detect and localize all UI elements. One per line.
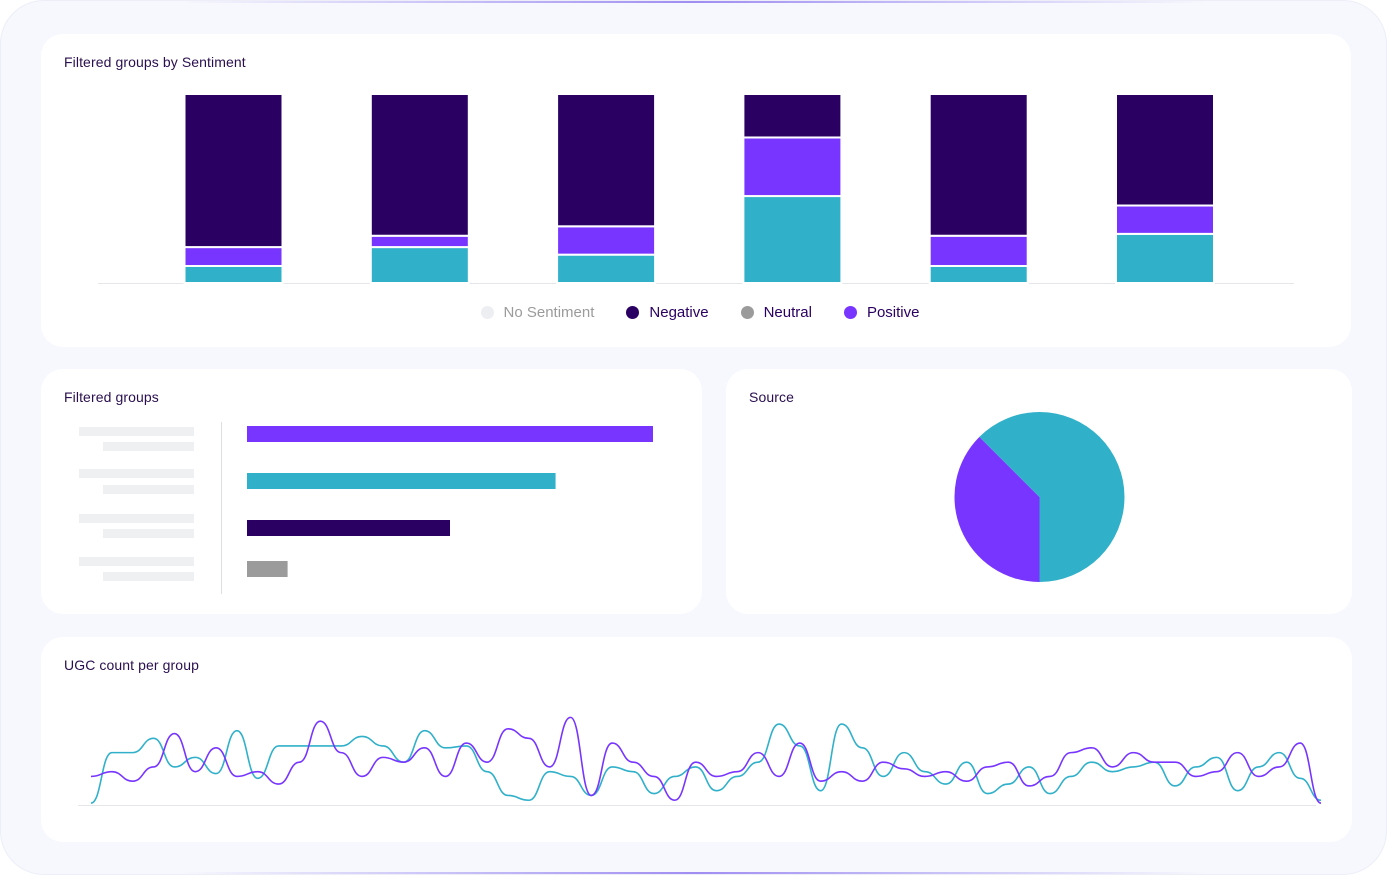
category-label-placeholder <box>79 557 194 566</box>
category-label-placeholder <box>103 572 194 581</box>
bar-segment-negative <box>742 93 843 139</box>
series-line <box>90 716 1322 804</box>
legend-dot-neutral <box>740 306 754 319</box>
horizontal-bar <box>247 561 288 577</box>
category-label-placeholder <box>103 529 194 538</box>
source-pie-svg <box>954 412 1125 582</box>
legend-dot-negative <box>626 306 640 319</box>
bar-segment-teal <box>1115 232 1215 284</box>
filtered-groups-svg <box>221 422 653 594</box>
filtered-groups-title: Filtered groups <box>64 389 159 405</box>
frame-bottom-glow <box>181 872 1206 874</box>
sentiment-chart-svg <box>98 93 1294 285</box>
frame-top-glow <box>181 1 1206 3</box>
ugc-count-card: UGC count per group <box>41 637 1352 842</box>
filtered-groups-card: Filtered groups <box>41 369 702 614</box>
category-label-placeholder <box>79 427 194 436</box>
pie-slice <box>954 436 1040 582</box>
horizontal-bar <box>247 426 653 442</box>
sentiment-chart-card: Filtered groups by Sentiment No Sentimen… <box>41 34 1351 347</box>
bar-segment-negative <box>183 93 284 249</box>
legend-item-no-sentiment[interactable]: No Sentiment <box>480 304 595 321</box>
sentiment-chart-title: Filtered groups by Sentiment <box>64 54 246 70</box>
source-title: Source <box>749 389 794 405</box>
series-line <box>90 723 1322 804</box>
category-label-placeholder <box>79 514 194 523</box>
category-label-placeholder <box>103 442 194 451</box>
bar-segment-teal <box>183 264 284 285</box>
legend-label-no-sentiment: No Sentiment <box>503 304 595 321</box>
legend-item-neutral[interactable]: Neutral <box>740 304 812 321</box>
bar-segment-negative <box>556 93 657 228</box>
bar-segment-negative <box>369 93 470 237</box>
category-label-placeholder <box>79 469 194 478</box>
pie-slice <box>1039 412 1125 582</box>
bar-segment-teal <box>928 264 1029 285</box>
horizontal-bar <box>247 473 556 489</box>
bar-segment-teal <box>742 195 843 284</box>
horizontal-bar <box>247 520 450 536</box>
legend-label-neutral: Neutral <box>763 304 812 321</box>
bar-segment-negative <box>1115 93 1215 207</box>
legend-label-negative: Negative <box>649 304 709 321</box>
bar-segment-positive <box>556 225 657 256</box>
bar-segment-negative <box>928 93 1029 237</box>
bar-segment-positive <box>742 136 843 198</box>
source-card: Source <box>726 369 1352 614</box>
sentiment-legend: No Sentiment Negative Neutral Positive <box>41 304 1351 321</box>
pie-slice <box>979 412 1040 497</box>
bar-segment-positive <box>183 246 284 267</box>
bar-segment-positive <box>1115 204 1215 235</box>
legend-item-negative[interactable]: Negative <box>626 304 709 321</box>
category-label-placeholder <box>103 485 194 494</box>
legend-dot-positive <box>843 306 857 319</box>
legend-dot-no-sentiment <box>480 306 494 319</box>
bar-segment-teal <box>556 253 657 284</box>
bar-segment-positive <box>369 234 470 249</box>
legend-item-positive[interactable]: Positive <box>843 304 920 321</box>
bar-segment-positive <box>928 234 1029 267</box>
bar-segment-teal <box>369 246 470 284</box>
legend-label-positive: Positive <box>866 304 920 321</box>
ugc-line-svg <box>78 716 1322 806</box>
ugc-count-title: UGC count per group <box>64 657 199 673</box>
